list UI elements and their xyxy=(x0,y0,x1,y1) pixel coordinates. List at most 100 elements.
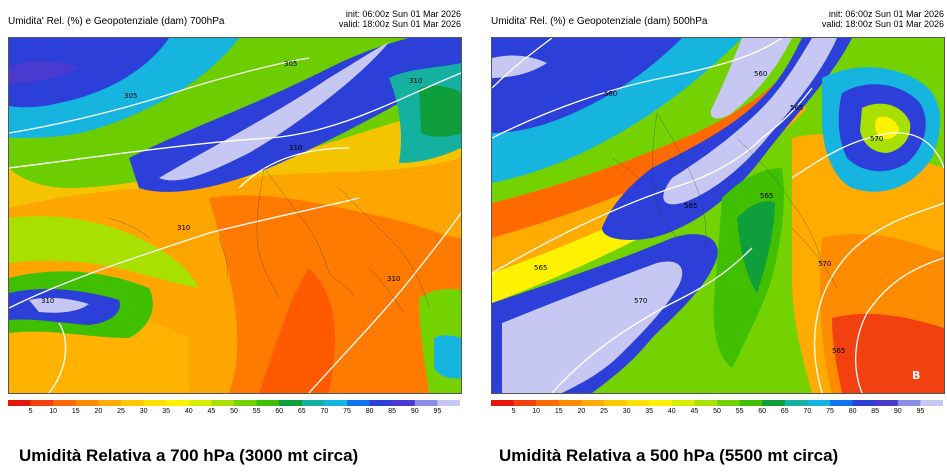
colorbar-tick-label: 60 xyxy=(275,408,284,415)
colorbar-tick-label: 15 xyxy=(554,408,563,415)
colorbar-tick-label: 90 xyxy=(410,408,419,415)
contour-label: 565 xyxy=(790,104,803,112)
humidity-700hpa-panel: Umidita' Rel. (%) e Geopotenziale (dam) … xyxy=(2,0,467,420)
colorbar-tick-label: 30 xyxy=(139,408,148,415)
forecast-time-info: init: 06:00z Sun 01 Mar 2026 valid: 18:0… xyxy=(822,9,944,29)
colorbar-swatch xyxy=(392,400,416,406)
colorbar-tick-label: 25 xyxy=(600,408,608,415)
colorbar-tick-label: 25 xyxy=(117,408,125,415)
colorbar-scale xyxy=(491,400,943,406)
colorbar-tick-label: 55 xyxy=(252,408,261,415)
colorbar-scale xyxy=(8,400,460,406)
contour-label: 305 xyxy=(284,60,297,68)
colorbar-swatch xyxy=(626,400,650,406)
colorbar-swatch xyxy=(234,400,258,406)
colorbar-tick-label: 5 xyxy=(511,408,516,415)
colorbar-swatch xyxy=(301,400,325,406)
colorbar-ticks: 5 10 15 20 25 30 35 40 45 50 55 60 65 70 75 80 85 90 95 xyxy=(8,408,460,418)
colorbar-tick-label: 10 xyxy=(532,408,541,415)
colorbar-swatch xyxy=(279,400,303,406)
colorbar-tick-label: 15 xyxy=(71,408,80,415)
colorbar-tick-label: 30 xyxy=(622,408,631,415)
humidity-map: 560 560 565 565 570 565 570 565 570 565 … xyxy=(491,37,945,394)
contour-label: 570 xyxy=(870,135,883,143)
colorbar-tick-label: 95 xyxy=(916,408,925,415)
colorbar-swatch xyxy=(762,400,786,406)
colorbar-tick-label: 40 xyxy=(667,408,676,415)
forecast-time-info: init: 06:00z Sun 01 Mar 2026 valid: 18:0… xyxy=(339,9,461,29)
colorbar-tick-label: 75 xyxy=(826,408,834,415)
colorbar-tick-label: 95 xyxy=(433,408,442,415)
colorbar-swatch xyxy=(414,400,438,406)
colorbar-swatch xyxy=(121,400,145,406)
contour-label: 310 xyxy=(289,144,302,152)
colorbar-tick-label: 85 xyxy=(388,408,397,415)
colorbar-tick-label: 65 xyxy=(780,408,789,415)
colorbar xyxy=(491,400,943,406)
colorbar-tick-label: 85 xyxy=(871,408,880,415)
colorbar-swatch xyxy=(347,400,371,406)
colorbar-tick-label: 70 xyxy=(803,408,812,415)
panel-title: Umidita' Rel. (%) e Geopotenziale (dam) … xyxy=(8,16,225,27)
colorbar-swatch xyxy=(324,400,348,406)
colorbar-swatch xyxy=(75,400,99,406)
colorbar-swatch xyxy=(739,400,763,406)
contour-label: 570 xyxy=(818,260,831,268)
colorbar-swatch xyxy=(437,400,460,406)
low-pressure-marker: B xyxy=(912,369,920,382)
colorbar xyxy=(8,400,460,406)
contour-label: 310 xyxy=(387,275,400,283)
contour-label: 565 xyxy=(760,192,773,200)
colorbar-swatch xyxy=(513,400,537,406)
contour-label: 560 xyxy=(754,70,767,78)
colorbar-swatch xyxy=(256,400,280,406)
colorbar-tick-label: 75 xyxy=(343,408,351,415)
humidity-map: 305 305 310 310 310 310 310 xyxy=(8,37,462,394)
colorbar-swatch xyxy=(98,400,122,406)
colorbar-swatch xyxy=(143,400,167,406)
colorbar-tick-label: 50 xyxy=(230,408,238,415)
colorbar-swatch xyxy=(604,400,628,406)
colorbar-tick-label: 45 xyxy=(690,408,699,415)
valid-time: valid: 18:00z Sun 01 Mar 2026 xyxy=(821,19,944,29)
colorbar-tick-label: 65 xyxy=(297,408,306,415)
panel-title: Umidita' Rel. (%) e Geopotenziale (dam) … xyxy=(491,16,708,27)
colorbar-swatch xyxy=(536,400,560,406)
colorbar-swatch xyxy=(8,400,32,406)
colorbar-swatch xyxy=(188,400,212,406)
colorbar-swatch xyxy=(649,400,673,406)
colorbar-swatch xyxy=(830,400,854,406)
colorbar-tick-label: 80 xyxy=(848,408,857,415)
colorbar-tick-label: 35 xyxy=(162,408,171,415)
contour-label: 305 xyxy=(124,92,137,100)
contour-label: 565 xyxy=(684,202,697,210)
colorbar-tick-label: 50 xyxy=(713,408,721,415)
colorbar-swatch xyxy=(807,400,831,406)
colorbar-tick-label: 10 xyxy=(49,408,58,415)
colorbar-swatch xyxy=(30,400,54,406)
colorbar-swatch xyxy=(920,400,943,406)
colorbar-tick-label: 60 xyxy=(758,408,767,415)
humidity-map-graphic: 560 560 565 565 570 565 570 565 570 565 … xyxy=(492,38,944,393)
contour-label: 570 xyxy=(634,297,647,305)
colorbar-tick-label: 55 xyxy=(735,408,744,415)
valid-time: valid: 18:00z Sun 01 Mar 2026 xyxy=(338,19,461,29)
humidity-map-graphic: 305 305 310 310 310 310 310 xyxy=(9,38,461,393)
contour-label: 310 xyxy=(177,224,190,232)
colorbar-tick-label: 5 xyxy=(28,408,33,415)
colorbar-swatch xyxy=(369,400,393,406)
colorbar-swatch xyxy=(717,400,741,406)
contour-label: 560 xyxy=(604,90,617,98)
colorbar-tick-label: 20 xyxy=(94,408,103,415)
colorbar-swatch xyxy=(852,400,876,406)
colorbar-swatch xyxy=(694,400,718,406)
humidity-500hpa-panel: Umidita' Rel. (%) e Geopotenziale (dam) … xyxy=(485,0,947,420)
colorbar-swatch xyxy=(784,400,808,406)
colorbar-tick-label: 80 xyxy=(365,408,374,415)
caption-500hpa: Umidità Relativa a 500 hPa (5500 mt circ… xyxy=(499,446,839,465)
colorbar-swatch xyxy=(491,400,515,406)
colorbar-tick-label: 45 xyxy=(207,408,216,415)
contour-label: 310 xyxy=(41,297,54,305)
contour-label: 565 xyxy=(534,264,547,272)
init-time: init: 06:00z Sun 01 Mar 2026 xyxy=(345,9,461,19)
